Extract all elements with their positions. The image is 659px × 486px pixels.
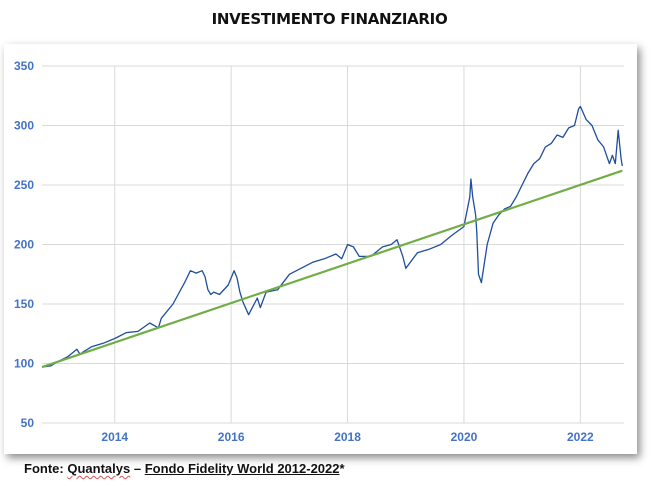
chart-title: INVESTIMENTO FINANZIARIO bbox=[211, 10, 448, 28]
caption-fund: Fondo Fidelity World 2012-2022 bbox=[144, 461, 340, 476]
y-tick-label: 50 bbox=[21, 416, 35, 430]
axis-tick-labels: 50 100 150 200 250 300 350 2014 2016 2018 2020 2022 bbox=[14, 59, 594, 444]
y-tick-label: 200 bbox=[14, 238, 34, 252]
x-tick-label: 2014 bbox=[101, 430, 128, 444]
series-lines bbox=[41, 105, 623, 369]
x-tick-label: 2022 bbox=[567, 430, 594, 444]
x-tick-label: 2016 bbox=[218, 430, 245, 444]
y-tick-label: 100 bbox=[14, 357, 34, 371]
y-tick-label: 300 bbox=[14, 119, 34, 133]
caption-separator: – bbox=[133, 461, 142, 476]
trend-line bbox=[41, 169, 623, 369]
chart-area: 50 100 150 200 250 300 350 2014 2016 2018 2020 2022 bbox=[4, 44, 637, 454]
line-chart: 50 100 150 200 250 300 350 2014 2016 2018 2020 2022 bbox=[14, 59, 624, 444]
caption-suffix: * bbox=[339, 461, 345, 476]
x-tick-label: 2020 bbox=[451, 430, 478, 444]
fund-price-line bbox=[41, 105, 623, 368]
source-caption: Fonte: Quantalys – Fondo Fidelity World … bbox=[24, 461, 345, 476]
caption-prefix: Fonte: bbox=[24, 461, 64, 476]
x-tick-label: 2018 bbox=[334, 430, 361, 444]
grid-lines bbox=[42, 65, 624, 424]
y-tick-label: 350 bbox=[14, 59, 34, 73]
y-tick-label: 150 bbox=[14, 297, 34, 311]
caption-source: Quantalys bbox=[67, 461, 131, 476]
y-tick-label: 250 bbox=[14, 178, 34, 192]
